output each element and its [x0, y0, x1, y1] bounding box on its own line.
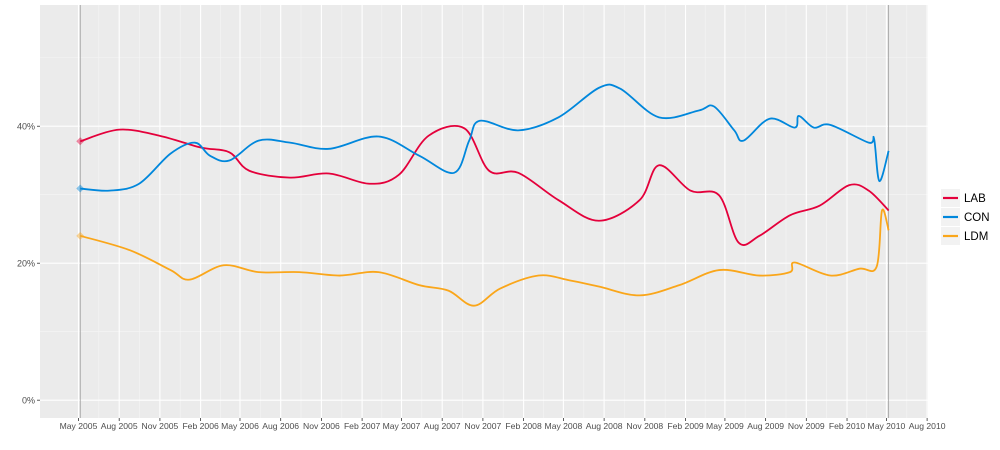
x-tick-label: May 2008: [545, 421, 583, 431]
legend-label-con: CON: [964, 212, 990, 224]
x-tick-label: Aug 2005: [101, 421, 138, 431]
x-tick-label: Aug 2006: [262, 421, 299, 431]
x-tick-label: Aug 2008: [586, 421, 623, 431]
legend-label-ldm: LDM: [964, 231, 988, 243]
x-tick-label: Nov 2006: [303, 421, 340, 431]
x-tick-label: Nov 2007: [464, 421, 501, 431]
y-tick-label: 40%: [17, 122, 35, 132]
x-tick-label: Nov 2008: [626, 421, 663, 431]
x-tick-label: Feb 2009: [667, 421, 704, 431]
series-line-ldm: [80, 208, 890, 307]
legend-label-lab: LAB: [964, 193, 986, 205]
x-tick-label: Nov 2005: [142, 421, 179, 431]
election-result-marker-con: [76, 184, 85, 193]
x-tick-label: Aug 2010: [909, 421, 946, 431]
x-tick-label: Feb 2006: [182, 421, 219, 431]
y-tick-label: 20%: [17, 259, 35, 269]
x-tick-label: May 2007: [383, 421, 421, 431]
x-tick-label: Aug 2007: [424, 421, 461, 431]
x-tick-label: Nov 2009: [788, 421, 825, 431]
x-tick-label: May 2010: [868, 421, 906, 431]
plot-panel: [40, 5, 928, 418]
election-result-marker-ldm: [76, 231, 85, 240]
x-tick-label: May 2009: [706, 421, 744, 431]
election-result-marker-lab: [76, 137, 85, 146]
series-line-con: [80, 83, 890, 192]
x-tick-label: Aug 2009: [747, 421, 784, 431]
x-tick-label: Feb 2008: [505, 421, 542, 431]
x-tick-label: May 2005: [60, 421, 98, 431]
x-tick-label: May 2006: [221, 421, 259, 431]
y-tick-label: 0%: [22, 396, 35, 406]
x-tick-label: Feb 2010: [829, 421, 866, 431]
x-tick-label: Feb 2007: [344, 421, 381, 431]
